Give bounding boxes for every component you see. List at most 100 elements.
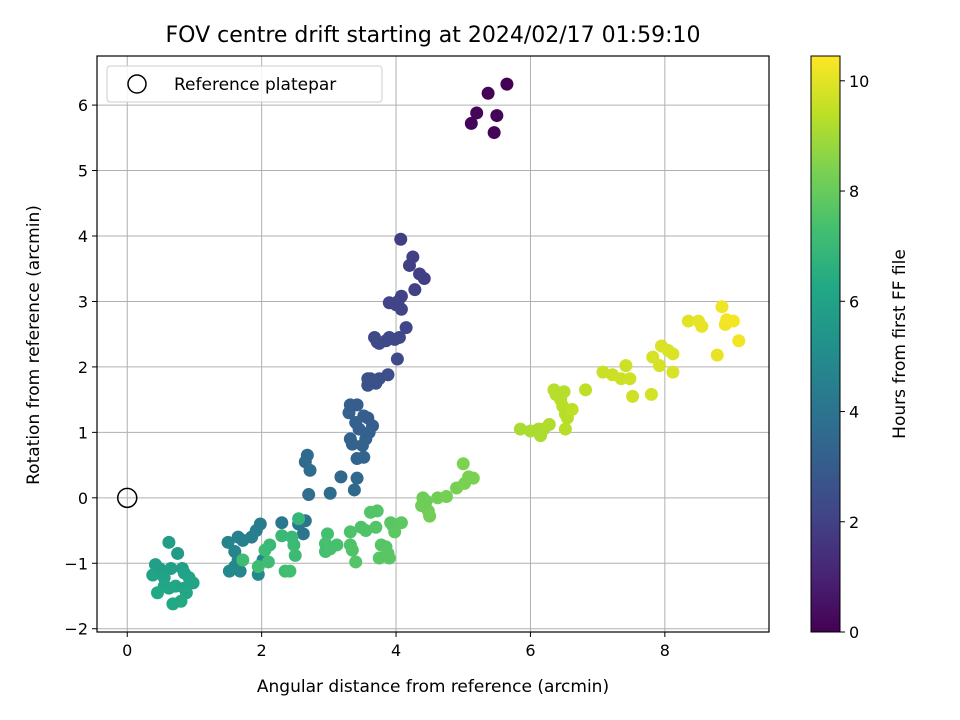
colorbar-tick-label: 8: [849, 182, 859, 201]
legend-marker-reference: [127, 74, 147, 94]
data-point: [345, 543, 359, 557]
data-point: [423, 509, 437, 523]
data-point: [361, 378, 375, 392]
axis-ticks: 0 2 4 6 8 −2 −1 0 1 2 3 4 5 6: [64, 96, 670, 660]
data-point: [464, 116, 478, 130]
data-point: [320, 527, 334, 541]
data-point: [292, 512, 306, 526]
data-point: [644, 387, 658, 401]
chart-title: FOV centre drift starting at 2024/02/17 …: [166, 23, 701, 48]
data-point: [406, 250, 420, 264]
data-point: [233, 564, 247, 578]
data-point: [261, 555, 275, 569]
data-point: [681, 314, 695, 328]
y-tick-label: −2: [64, 620, 88, 639]
data-point: [370, 504, 384, 518]
x-tick-label: 6: [525, 641, 535, 660]
data-point: [236, 553, 250, 567]
data-point: [355, 438, 369, 452]
data-point: [334, 470, 348, 484]
data-point: [221, 535, 235, 549]
data-point: [150, 586, 164, 600]
data-point: [275, 529, 289, 543]
plot-area-frame: [96, 55, 770, 633]
x-axis-label: Angular distance from reference (arcmin): [257, 677, 609, 697]
legend-label-reference: Reference platepar: [174, 75, 336, 95]
data-point: [171, 546, 185, 560]
colorbar-tick-label: 6: [849, 292, 859, 311]
data-point: [362, 425, 376, 439]
data-point: [390, 352, 404, 366]
data-point: [146, 568, 160, 582]
data-point: [408, 283, 422, 297]
data-point: [513, 422, 527, 436]
colorbar-tick-label: 4: [849, 403, 859, 422]
data-point: [565, 402, 579, 416]
data-point: [357, 450, 371, 464]
data-point: [666, 365, 680, 379]
data-point: [481, 86, 495, 100]
data-point: [558, 422, 572, 436]
y-tick-label: 0: [78, 489, 88, 508]
data-point: [652, 359, 666, 373]
y-tick-label: 3: [78, 292, 88, 311]
data-point: [399, 321, 413, 335]
data-point: [236, 533, 250, 547]
x-tick-label: 8: [660, 641, 670, 660]
data-point: [710, 348, 724, 362]
colorbar-tick-label: 2: [849, 513, 859, 532]
data-point: [417, 272, 431, 286]
data-point: [287, 538, 301, 552]
data-point: [347, 483, 361, 497]
data-point: [369, 520, 383, 534]
data-point: [323, 486, 337, 500]
y-tick-label: −1: [64, 554, 88, 573]
data-point: [439, 490, 453, 504]
data-point: [726, 314, 740, 328]
data-point: [164, 562, 178, 576]
data-point: [466, 471, 480, 485]
legend-box: [106, 65, 383, 103]
data-point: [283, 564, 297, 578]
data-point: [343, 432, 357, 446]
data-point: [470, 106, 484, 120]
data-point: [542, 418, 556, 432]
data-point: [715, 300, 729, 314]
data-point: [619, 359, 633, 373]
colorbar: [810, 55, 841, 633]
colorbar-ticks: 0 2 4 6 8 10: [840, 72, 869, 642]
data-point: [695, 319, 709, 333]
x-tick-label: 0: [122, 641, 132, 660]
data-point: [392, 330, 406, 344]
y-tick-label: 1: [78, 423, 88, 442]
data-point: [162, 581, 176, 595]
data-point: [732, 334, 746, 348]
data-point: [394, 516, 408, 530]
colorbar-label: Hours from first FF file: [890, 249, 910, 439]
data-point: [359, 524, 373, 538]
data-point: [382, 330, 396, 344]
data-point: [579, 383, 593, 397]
data-point: [456, 457, 470, 471]
data-point: [251, 560, 265, 574]
data-point: [384, 516, 398, 530]
data-point: [352, 422, 366, 436]
data-point: [349, 555, 363, 569]
data-point: [381, 546, 395, 560]
reference-platepar-marker: [116, 487, 138, 509]
data-point: [288, 548, 302, 562]
y-tick-label: 5: [78, 162, 88, 181]
data-point: [222, 564, 236, 578]
data-point: [490, 109, 504, 123]
data-point: [258, 543, 272, 557]
colorbar-tick-label: 10: [849, 72, 869, 91]
data-point: [350, 398, 364, 412]
x-tick-label: 4: [391, 641, 401, 660]
data-point: [557, 385, 571, 399]
data-point: [487, 126, 501, 140]
y-tick-label: 2: [78, 358, 88, 377]
grid: [97, 56, 769, 632]
data-point: [394, 302, 408, 316]
data-point: [350, 471, 364, 485]
y-tick-label: 4: [78, 227, 88, 246]
